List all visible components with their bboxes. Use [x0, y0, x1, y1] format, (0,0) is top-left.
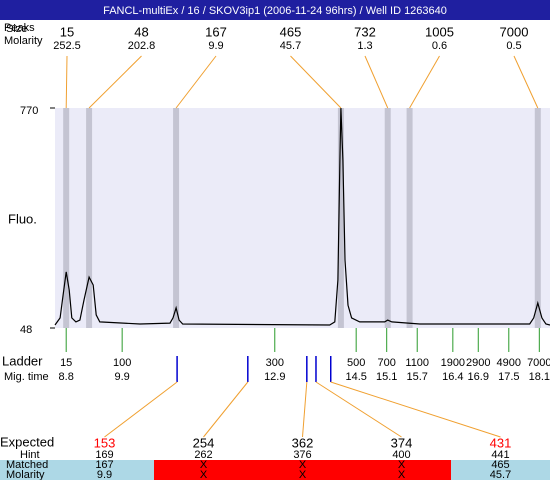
peak-molarity: 202.8 [128, 40, 156, 52]
result-cell [0, 460, 55, 480]
peak-size: 7000 [500, 24, 529, 39]
peak-connector [364, 55, 389, 109]
ladder-size: 100 [113, 357, 131, 369]
ladder-size: 4900 [497, 357, 521, 369]
result-cell [352, 460, 451, 480]
matched-molarity: 9.9 [97, 469, 112, 480]
result-cell [253, 460, 352, 480]
peak-size: 1005 [425, 24, 454, 39]
peak-molarity: 0.5 [506, 40, 521, 52]
matched-size: X [299, 459, 307, 471]
ladder-time: 17.5 [498, 371, 519, 383]
peak-band [63, 108, 70, 328]
ladder-label: Ladder [2, 353, 43, 368]
peak-band [86, 108, 93, 328]
peak-band [406, 108, 413, 328]
peak-molarity: 1.3 [357, 40, 372, 52]
plot-area [55, 108, 550, 328]
expected-connector [315, 381, 402, 438]
ladder-size: 300 [266, 357, 284, 369]
matched-molarity: X [200, 469, 208, 480]
expected-size: 431 [490, 435, 512, 450]
matched-size: 465 [491, 459, 509, 471]
hint-label: Hint [20, 449, 40, 461]
hint-size: 262 [194, 449, 212, 461]
peak-size: 465 [280, 24, 302, 39]
peak-size: 48 [134, 24, 148, 39]
hint-size: 169 [95, 449, 113, 461]
hint-size: 441 [491, 449, 509, 461]
peak-molarity: 9.9 [208, 40, 223, 52]
peak-size: 167 [205, 24, 227, 39]
ladder-time: 8.8 [59, 371, 74, 383]
expected-connector [302, 381, 308, 438]
peak-molarity: 45.7 [280, 40, 301, 52]
peak-size: 732 [354, 24, 376, 39]
expected-size: 153 [94, 435, 116, 450]
molarity-label: Molarity [6, 469, 45, 480]
y-tick-label: 48 [20, 324, 32, 336]
ladder-size: 1900 [441, 357, 465, 369]
ladder-time: 15.7 [407, 371, 428, 383]
ladder-time: 16.4 [442, 371, 463, 383]
molarity-label: Molarity [4, 35, 43, 47]
peak-connector [65, 55, 68, 109]
expected-connector [330, 381, 501, 438]
trace [54, 107, 550, 326]
ladder-time: 14.5 [345, 371, 366, 383]
expected-label: Expected [0, 434, 54, 449]
ladder-size: 500 [347, 357, 365, 369]
expected-size: 254 [193, 435, 215, 450]
ladder-size: 2900 [466, 357, 490, 369]
ladder-size: 700 [378, 357, 396, 369]
expected-size: 362 [292, 435, 314, 450]
title-bar [0, 0, 550, 20]
matched-molarity: 45.7 [490, 469, 511, 480]
matched-molarity: X [398, 469, 406, 480]
peak-connector [290, 55, 342, 109]
ladder-size: 15 [60, 357, 72, 369]
size-label: Size [6, 23, 27, 35]
peak-band [384, 108, 391, 328]
matched-size: X [200, 459, 208, 471]
expected-connector [203, 381, 249, 438]
hint-size: 376 [293, 449, 311, 461]
matched-molarity: X [299, 469, 307, 480]
peak-size: 15 [60, 24, 74, 39]
ladder-size: 1100 [405, 357, 429, 369]
y-axis-label: Fluo. [8, 211, 37, 226]
peaks-label: Peaks [4, 22, 35, 34]
peak-molarity: 252.5 [53, 40, 81, 52]
result-cell [451, 460, 550, 480]
ladder-size: 7000 [527, 357, 550, 369]
peak-band [534, 108, 541, 328]
peak-band [173, 108, 180, 328]
matched-size: X [398, 459, 406, 471]
peak-molarity: 0.6 [432, 40, 447, 52]
hint-size: 400 [392, 449, 410, 461]
expected-connector [104, 381, 178, 438]
peak-connector [409, 55, 440, 109]
ladder-time: 18.1 [529, 371, 550, 383]
ladder-time: 9.9 [115, 371, 130, 383]
matched-size: 167 [95, 459, 113, 471]
expected-size: 374 [391, 435, 413, 450]
result-cell [55, 460, 154, 480]
mig-time-label: Mig. time [4, 371, 49, 383]
peak-band [337, 108, 344, 328]
peak-connector [513, 55, 539, 109]
ladder-time: 12.9 [264, 371, 285, 383]
ladder-time: 16.9 [468, 371, 489, 383]
matched-label: Matched [6, 459, 48, 471]
ladder-time: 15.1 [376, 371, 397, 383]
peak-connector [175, 55, 217, 109]
peak-connector [88, 55, 142, 109]
title: FANCL-multiEx / 16 / SKOV3ip1 (2006-11-2… [103, 5, 447, 17]
result-cell [154, 460, 253, 480]
y-tick-label: 770 [20, 105, 38, 117]
